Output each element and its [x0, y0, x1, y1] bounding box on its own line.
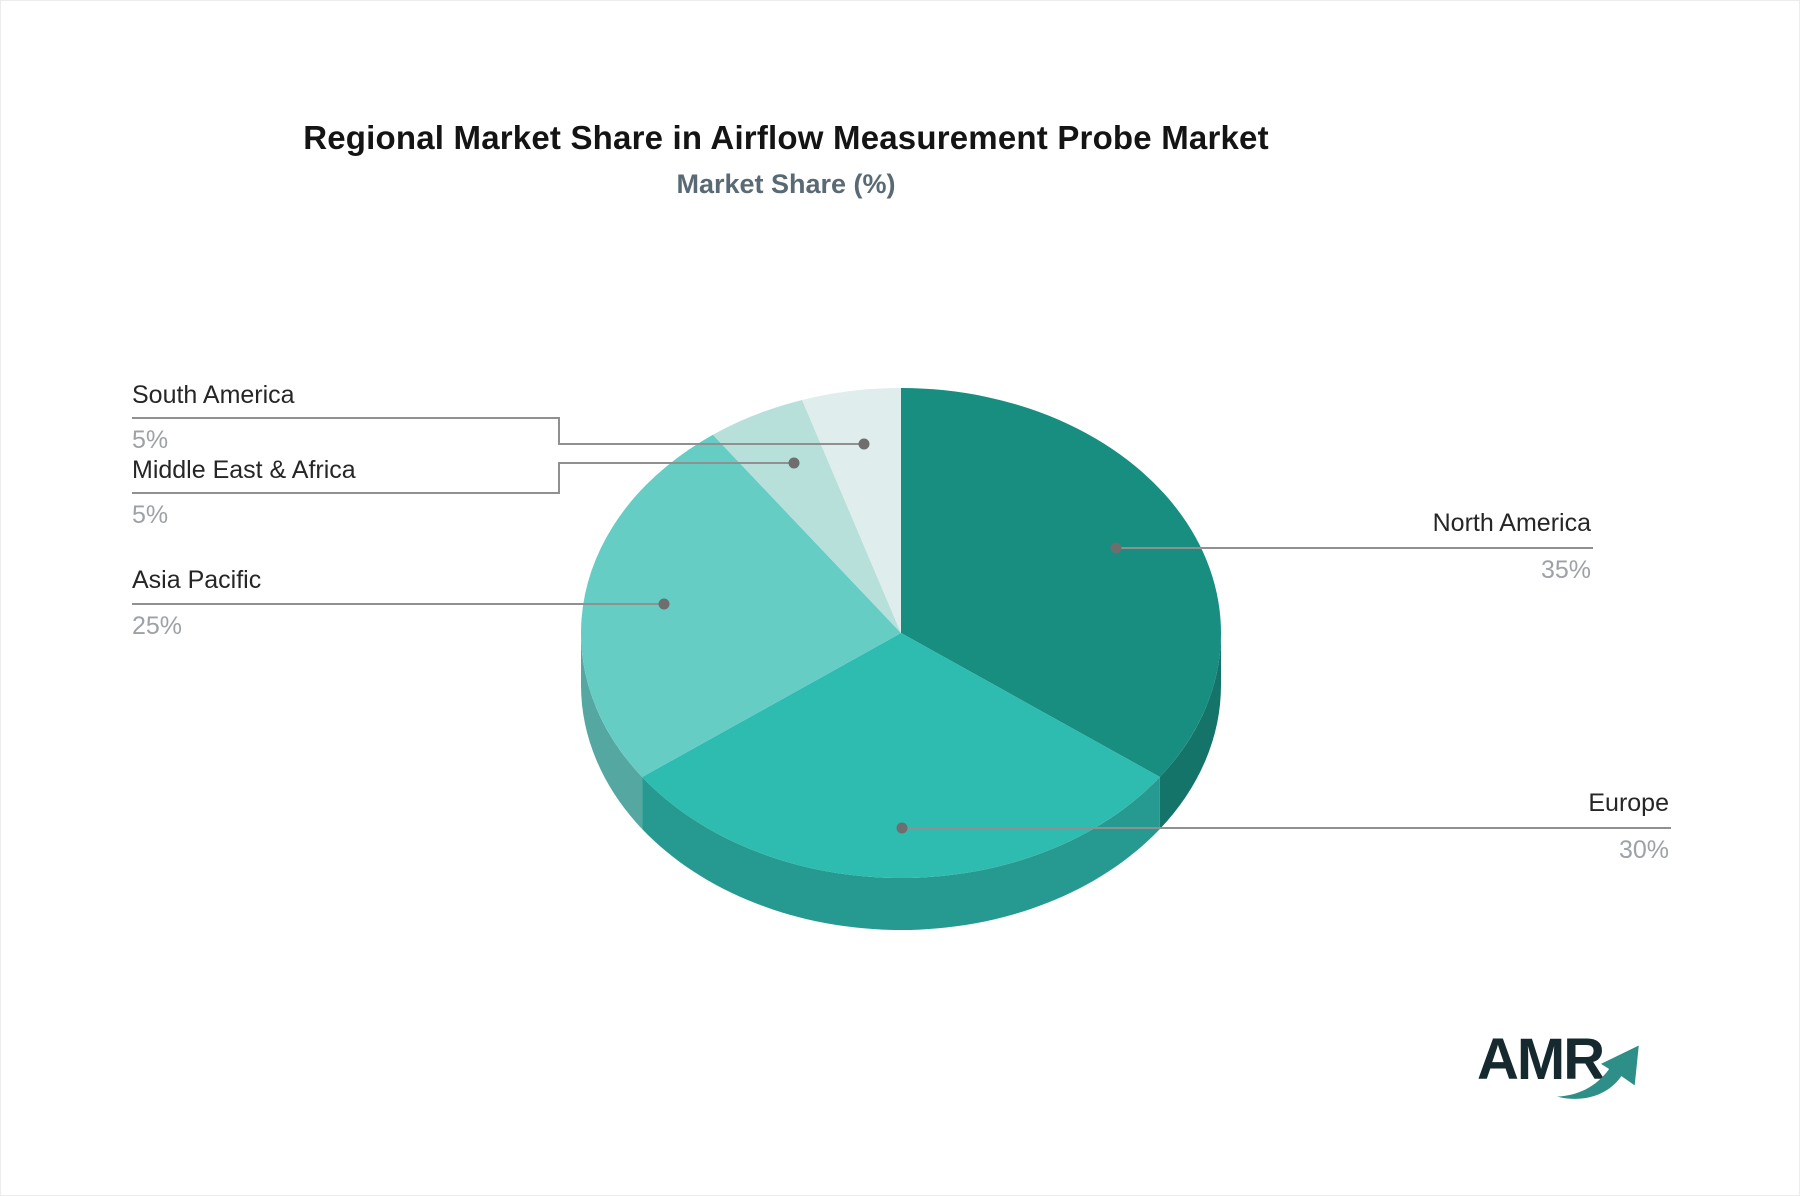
- value-middle-east-africa: 5%: [132, 501, 169, 529]
- value-asia-pacific: 25%: [132, 612, 183, 640]
- leader-dot-south-america: [858, 438, 870, 450]
- leader-line-south-america: [132, 417, 864, 445]
- label-south-america: South America: [132, 381, 295, 409]
- label-middle-east-africa: Middle East & Africa: [132, 456, 356, 484]
- pie-slice-side-europe: [642, 777, 1160, 930]
- leader-line-middle-east-africa: [132, 462, 794, 494]
- pie-slice-europe[interactable]: [642, 633, 1160, 878]
- pie-slice-middle-east-africa[interactable]: [712, 399, 901, 633]
- chart-subtitle: Market Share (%): [676, 169, 896, 199]
- value-europe: 30%: [1618, 836, 1669, 864]
- label-europe: Europe: [1588, 789, 1669, 817]
- leader-dot-middle-east-africa: [788, 457, 800, 469]
- label-north-america: North America: [1432, 509, 1591, 537]
- amr-logo-text: AMR: [1477, 1027, 1605, 1092]
- amr-logo: AMR: [1477, 1031, 1707, 1111]
- value-south-america: 5%: [132, 426, 169, 454]
- leader-dot-north-america: [1110, 542, 1122, 554]
- pie-slice-south-america[interactable]: [802, 388, 901, 633]
- label-asia-pacific: Asia Pacific: [132, 566, 262, 594]
- pie-slice-side-north-america: [1159, 633, 1221, 830]
- pie-slice-north-america[interactable]: [901, 388, 1221, 778]
- chart-title: Regional Market Share in Airflow Measure…: [303, 119, 1269, 156]
- value-north-america: 35%: [1540, 556, 1591, 584]
- pie-slice-side-asia-pacific: [581, 633, 643, 830]
- pie-slice-asia-pacific[interactable]: [581, 434, 901, 778]
- leader-dot-europe: [896, 822, 908, 834]
- leader-dot-asia-pacific: [658, 598, 670, 610]
- growth-arrow-icon: [1557, 1045, 1639, 1099]
